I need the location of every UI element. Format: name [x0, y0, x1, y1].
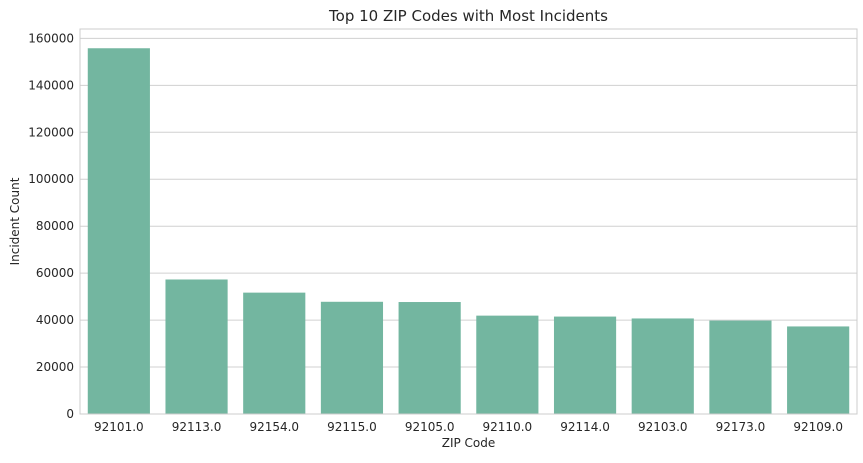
chart-title: Top 10 ZIP Codes with Most Incidents: [328, 7, 608, 25]
bar: [787, 326, 850, 414]
y-tick-label: 120000: [28, 125, 74, 139]
x-tick-label: 92109.0: [793, 420, 843, 434]
y-axis-label: Incident Count: [8, 177, 22, 265]
y-tick-label: 60000: [36, 266, 74, 280]
y-tick-label: 100000: [28, 172, 74, 186]
x-tick-labels: 92101.0 92113.0 92154.0 92115.0 92105.0 92110…: [94, 420, 843, 434]
bar: [243, 292, 306, 414]
bar: [709, 320, 772, 414]
bar: [165, 279, 228, 414]
bar: [87, 48, 150, 414]
x-axis-label: ZIP Code: [442, 436, 496, 450]
x-tick-label: 92115.0: [327, 420, 377, 434]
y-tick-label: 140000: [28, 78, 74, 92]
bar: [320, 301, 384, 414]
x-tick-label: 92113.0: [172, 420, 222, 434]
y-tick-labels: 0 20000 40000 60000 80000 100000 120000 140000 1…: [28, 31, 74, 421]
x-tick-label: 92101.0: [94, 420, 144, 434]
x-tick-label: 92114.0: [560, 420, 610, 434]
y-tick-label: 40000: [36, 313, 74, 327]
bar: [553, 316, 617, 414]
bar: [398, 302, 461, 414]
y-tick-label: 0: [66, 407, 74, 421]
y-tick-label: 160000: [28, 31, 74, 45]
bar: [476, 315, 539, 414]
x-tick-label: 92110.0: [483, 420, 533, 434]
x-tick-label: 92173.0: [716, 420, 766, 434]
bar: [631, 318, 694, 414]
x-tick-label: 92105.0: [405, 420, 455, 434]
x-tick-label: 92154.0: [249, 420, 299, 434]
bars: [87, 48, 850, 414]
y-tick-label: 20000: [36, 360, 74, 374]
plot-frame: [79, 28, 858, 415]
y-tick-label: 80000: [36, 219, 74, 233]
x-tick-label: 92103.0: [638, 420, 688, 434]
